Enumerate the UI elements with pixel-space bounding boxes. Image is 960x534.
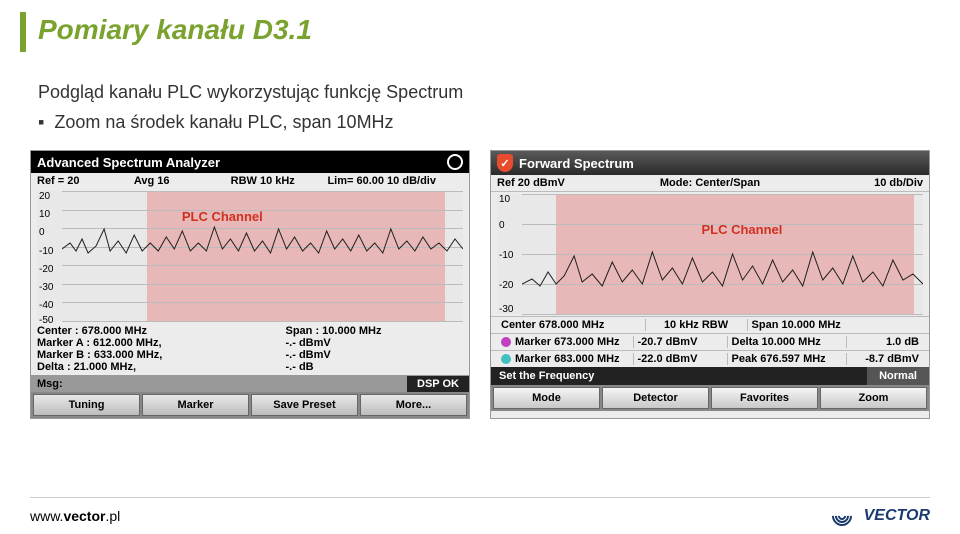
shield-icon: ✓ <box>497 154 513 172</box>
panel-header: ✓ Forward Spectrum <box>491 151 929 175</box>
rbw-cell: 10 kHz RBW <box>645 319 748 331</box>
delta-val: -.- dB <box>286 361 464 373</box>
accent-bar <box>20 12 26 52</box>
signal-trace <box>62 191 463 321</box>
panel-header: Advanced Spectrum Analyzer <box>31 151 469 173</box>
peak-val: -8.7 dBmV <box>846 353 923 365</box>
advanced-spectrum-panel: Advanced Spectrum Analyzer Ref = 20 Avg … <box>30 150 470 419</box>
div-label: 10 db/Div <box>781 177 923 189</box>
panel-title: Forward Spectrum <box>519 156 634 171</box>
rbw-label: RBW 10 kHz <box>231 175 328 187</box>
table-row: Center 678.000 MHz 10 kHz RBW Span 10.00… <box>491 316 929 333</box>
peak-label: Peak 676.597 MHz <box>728 353 847 365</box>
marker-b-val: -.- dBmV <box>286 349 464 361</box>
readout-block: Center : 678.000 MHzSpan : 10.000 MHz Ma… <box>31 323 469 375</box>
delta-val: 1.0 dB <box>846 336 923 348</box>
marker-dot-icon <box>501 354 511 364</box>
button-row: Tuning Marker Save Preset More... <box>31 392 469 418</box>
ylabel: 10 <box>499 194 510 205</box>
span-cell: Span 10.000 MHz <box>748 319 923 331</box>
detector-button[interactable]: Detector <box>602 387 709 409</box>
delta: Delta : 21.000 MHz, <box>37 361 286 373</box>
status-bar: Set the Frequency Normal <box>491 367 929 385</box>
delta-label: Delta 10.000 MHz <box>728 336 847 348</box>
marker-freq: Marker 673.000 MHz <box>515 336 620 348</box>
ylabel: 0 <box>499 220 505 231</box>
logo-text: VECTOR <box>864 507 930 525</box>
marker-button[interactable]: Marker <box>142 394 249 416</box>
status-mode: Normal <box>867 367 929 385</box>
footer-url: www.vector.pl <box>30 508 120 524</box>
table-row: Marker 683.000 MHz -22.0 dBmV Peak 676.5… <box>491 350 929 367</box>
subtitle: Podgląd kanału PLC wykorzystując funkcję… <box>38 82 463 103</box>
ylabel: -20 <box>499 280 513 291</box>
vector-logo: VECTOR <box>828 506 930 526</box>
info-row: Ref 20 dBmV Mode: Center/Span 10 db/Div <box>491 175 929 192</box>
status-text: Set the Frequency <box>491 367 867 385</box>
ref-label: Ref 20 dBmV <box>497 177 639 189</box>
more-button[interactable]: More... <box>360 394 467 416</box>
readout-table: Center 678.000 MHz 10 kHz RBW Span 10.00… <box>491 316 929 367</box>
ylabel: -40 <box>39 300 53 311</box>
marker-val: -22.0 dBmV <box>633 353 728 365</box>
marker-a: Marker A : 612.000 MHz, <box>37 337 286 349</box>
mode-label: Mode: Center/Span <box>639 177 781 189</box>
msg-label: Msg: <box>31 376 407 392</box>
ylabel: -10 <box>39 246 53 257</box>
ylabel: -30 <box>39 282 53 293</box>
avg-label: Avg 16 <box>134 175 231 187</box>
ylabel: -30 <box>499 304 513 315</box>
center-cell: Center 678.000 MHz <box>497 319 645 331</box>
marker-a-val: -.- dBmV <box>286 337 464 349</box>
ylabel: 20 <box>39 191 50 202</box>
spectrum-chart: PLC Channel 10 0 -10 -20 -30 <box>497 194 923 314</box>
panel-title: Advanced Spectrum Analyzer <box>37 155 220 170</box>
mode-button[interactable]: Mode <box>493 387 600 409</box>
button-row: Mode Detector Favorites Zoom <box>491 385 929 411</box>
lim-label: Lim= 60.00 10 dB/div <box>327 175 463 187</box>
signal-trace <box>522 194 923 314</box>
ylabel: 10 <box>39 209 50 220</box>
save-preset-button[interactable]: Save Preset <box>251 394 358 416</box>
footer: www.vector.pl VECTOR <box>30 497 930 526</box>
marker-b: Marker B : 633.000 MHz, <box>37 349 286 361</box>
dsp-status: DSP OK <box>407 376 469 392</box>
marker-val: -20.7 dBmV <box>633 336 728 348</box>
bullet: Zoom na środek kanału PLC, span 10MHz <box>38 112 394 133</box>
forward-spectrum-panel: ✓ Forward Spectrum Ref 20 dBmV Mode: Cen… <box>490 150 930 419</box>
gear-icon[interactable] <box>447 154 463 170</box>
span-value: Span : 10.000 MHz <box>286 325 464 337</box>
tuning-button[interactable]: Tuning <box>33 394 140 416</box>
marker-dot-icon <box>501 337 511 347</box>
ylabel: 0 <box>39 227 45 238</box>
msg-row: Msg: DSP OK <box>31 375 469 392</box>
spectrum-chart: PLC Channel 20 10 0 -10 -20 -30 -40 -50 <box>37 191 463 321</box>
ylabel: -20 <box>39 264 53 275</box>
ylabel: -50 <box>39 315 53 326</box>
favorites-button[interactable]: Favorites <box>711 387 818 409</box>
center-freq: Center : 678.000 MHz <box>37 325 286 337</box>
ref-label: Ref = 20 <box>37 175 134 187</box>
ylabel: -10 <box>499 250 513 261</box>
info-row: Ref = 20 Avg 16 RBW 10 kHz Lim= 60.00 10… <box>31 173 469 189</box>
logo-icon <box>828 506 856 526</box>
page-title: Pomiary kanału D3.1 <box>38 14 312 46</box>
zoom-button[interactable]: Zoom <box>820 387 927 409</box>
marker-freq: Marker 683.000 MHz <box>515 353 620 365</box>
table-row: Marker 673.000 MHz -20.7 dBmV Delta 10.0… <box>491 333 929 350</box>
